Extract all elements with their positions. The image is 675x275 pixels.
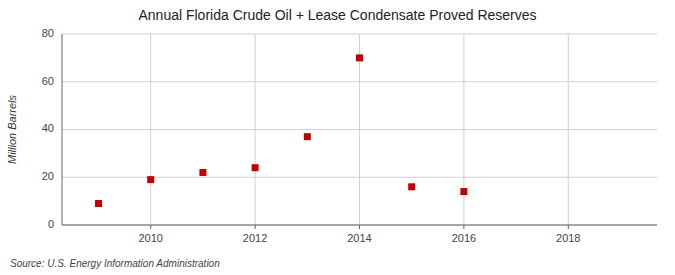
x-tick-label: 2016 xyxy=(452,232,476,244)
y-axis-line xyxy=(62,34,63,225)
y-tick-label: 40 xyxy=(42,122,54,134)
y-tick-label: 60 xyxy=(42,75,54,87)
y-tick-label: 20 xyxy=(42,170,54,182)
chart-container: 0 20 40 60 80 2010 2012 2014 2016 2018 Annual Flor… xyxy=(0,0,675,275)
points xyxy=(95,54,467,207)
x-grid-line xyxy=(255,34,256,225)
point xyxy=(252,164,259,171)
x-tick-label: 2012 xyxy=(243,232,267,244)
x-tick-label: 2018 xyxy=(556,232,580,244)
x-tick-mark xyxy=(568,225,569,229)
x-grid-line xyxy=(463,34,464,225)
point xyxy=(147,176,154,183)
x-grid-line xyxy=(150,34,151,225)
point xyxy=(356,54,363,61)
x-grid-line xyxy=(359,34,360,225)
x-tick-mark xyxy=(359,225,360,229)
chart-title: Annual Florida Crude Oil + Lease Condens… xyxy=(138,7,536,23)
point xyxy=(304,133,311,140)
x-tick-mark xyxy=(463,225,464,229)
x-tick-label: 2010 xyxy=(138,232,162,244)
y-tick-label: 80 xyxy=(42,27,54,39)
point xyxy=(460,188,467,195)
x-tick-label: 2014 xyxy=(347,232,371,244)
point xyxy=(199,169,206,176)
x-tick-mark xyxy=(255,225,256,229)
chart-svg: 0 20 40 60 80 2010 2012 2014 2016 2018 Annual Flor… xyxy=(0,0,675,275)
point xyxy=(95,200,102,207)
x-tick-mark xyxy=(150,225,151,229)
source-note: Source: U.S. Energy Information Administ… xyxy=(10,258,220,269)
x-grid-line xyxy=(568,34,569,225)
y-axis-label: Million Barrels xyxy=(6,94,18,164)
y-tick-label: 0 xyxy=(48,218,54,230)
x-axis-line xyxy=(62,225,657,226)
grid xyxy=(62,34,657,225)
y-grid-line xyxy=(62,225,657,226)
point xyxy=(408,183,415,190)
